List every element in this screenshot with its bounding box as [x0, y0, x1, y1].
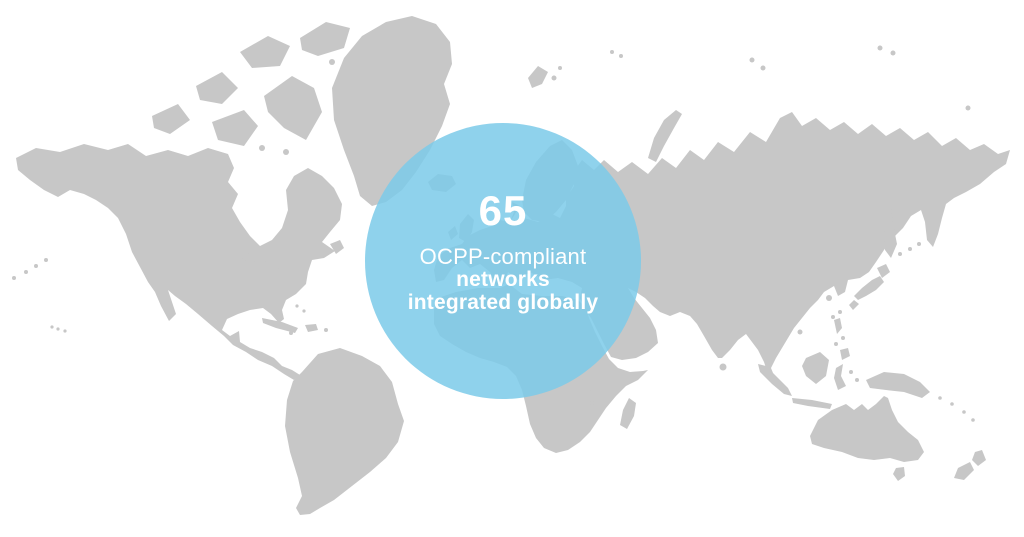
franz-josef: [619, 54, 623, 58]
arctic-islands: [152, 22, 350, 146]
philippine-island: [841, 336, 845, 340]
hispaniola: [305, 324, 318, 332]
aleutian-island: [34, 264, 38, 268]
pacific-island: [962, 410, 966, 414]
new-zealand-north: [972, 450, 986, 466]
madagascar: [620, 398, 636, 429]
kyushu: [849, 300, 859, 310]
new-siberian-islands: [877, 45, 883, 51]
australia: [810, 396, 924, 462]
cuba: [262, 318, 298, 333]
lake-malawi: [586, 389, 592, 395]
hainan: [797, 329, 803, 335]
south-america: [285, 348, 404, 515]
kuril-island: [917, 242, 921, 246]
sri-lanka: [719, 363, 727, 371]
pacific-island: [938, 396, 942, 400]
new-siberian-islands: [890, 50, 896, 56]
great-lakes: [241, 253, 253, 261]
jamaica: [289, 331, 293, 335]
aleutian-island: [24, 270, 28, 274]
severnaya-zemlya: [760, 65, 766, 71]
aleutian-island: [12, 276, 16, 280]
tasmania: [893, 467, 905, 481]
new-guinea: [866, 372, 930, 398]
arctic-islet: [283, 149, 289, 155]
philippines-mindanao: [840, 348, 850, 360]
novaya-zemlya: [648, 110, 682, 162]
ryukyu-island: [838, 310, 842, 314]
african-lake: [590, 401, 594, 405]
kuril-island: [908, 247, 912, 251]
arctic-islet: [259, 145, 265, 151]
honshu: [854, 276, 884, 300]
franz-josef: [610, 50, 614, 54]
hokkaido: [877, 264, 890, 278]
wrangel-island: [965, 105, 971, 111]
svalbard-islet: [558, 66, 562, 70]
great-lakes: [253, 259, 267, 267]
pacific-island: [971, 418, 975, 422]
taiwan: [826, 295, 832, 301]
new-zealand-south: [954, 462, 974, 480]
svalbard-islet: [551, 75, 557, 81]
lake-victoria: [582, 375, 588, 381]
north-america: [16, 144, 342, 380]
kuril-island: [898, 252, 902, 256]
hawaii: [63, 329, 67, 333]
sulawesi: [834, 364, 846, 390]
stat-circle: [365, 123, 641, 399]
bahamas: [302, 309, 306, 313]
sumatra: [758, 364, 792, 396]
svalbard: [528, 66, 548, 88]
moluccas: [855, 378, 859, 382]
arctic-islet: [329, 59, 335, 65]
hawaii: [50, 325, 54, 329]
pacific-island: [950, 402, 954, 406]
moluccas: [849, 370, 853, 374]
hawaii: [56, 327, 60, 331]
philippine-island: [834, 342, 838, 346]
philippines-luzon: [834, 318, 842, 334]
great-lakes: [269, 264, 279, 270]
bahamas: [295, 304, 299, 308]
java: [792, 398, 832, 409]
newfoundland: [330, 240, 344, 254]
puerto-rico: [324, 328, 328, 332]
aleutian-island: [44, 258, 48, 262]
borneo: [802, 352, 829, 384]
ryukyu-island: [831, 315, 835, 319]
severnaya-zemlya: [749, 57, 755, 63]
sakhalin: [884, 208, 897, 258]
